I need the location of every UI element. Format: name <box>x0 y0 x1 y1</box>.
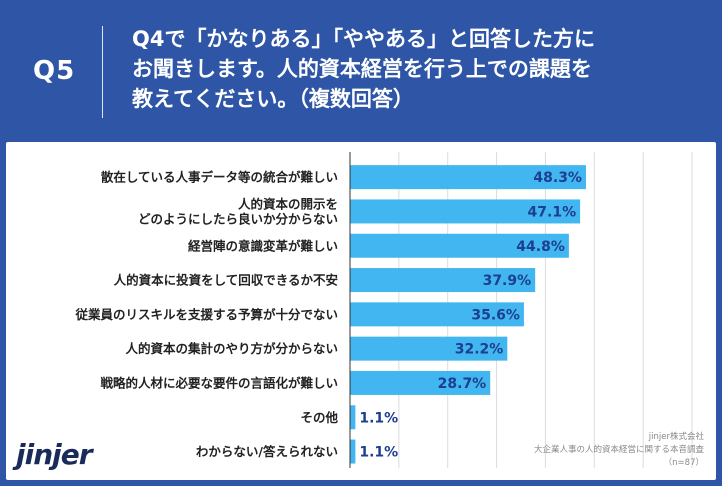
bar-4 <box>350 268 536 293</box>
bar-3 <box>350 233 569 258</box>
value-label-5: 35.6% <box>471 307 520 323</box>
value-label-9: 1.1% <box>359 445 398 461</box>
value-label-8: 1.1% <box>359 410 398 426</box>
credit-sample: （n=87） <box>663 458 704 468</box>
bar-6 <box>350 336 508 361</box>
category-label-1: 散在している人事データ等の統合が難しい <box>101 170 338 185</box>
value-label-2: 47.1% <box>528 204 577 220</box>
bar-9 <box>350 439 356 464</box>
value-label-3: 44.8% <box>516 239 565 255</box>
category-label-8: その他 <box>300 410 338 425</box>
credit-company: jinjer株式会社 <box>648 432 704 442</box>
bar-8 <box>350 405 356 430</box>
question-number: Q5 <box>33 56 76 86</box>
value-label-7: 28.7% <box>438 376 487 392</box>
category-label-9: わからない/答えられない <box>196 444 338 459</box>
category-label-2-2: どのようにしたら良いか分からない <box>138 211 338 226</box>
question-text: Q4で「かなりある」「ややある」と回答した方に お聞きします。人的資本経営を行う… <box>132 24 595 114</box>
value-label-1: 48.3% <box>533 170 582 186</box>
category-label-4: 人的資本に投資をして回収できるか不安 <box>114 273 338 288</box>
category-label-7: 戦略的人材に必要な要件の言語化が難しい <box>100 375 338 390</box>
bar-1 <box>350 165 586 190</box>
bar-5 <box>350 302 524 327</box>
bar-2 <box>350 199 581 224</box>
question-header: Q5 Q4で「かなりある」「ややある」と回答した方に お聞きします。人的資本経営… <box>0 0 722 140</box>
question-line-1: Q4で「かなりある」「ややある」と回答した方に <box>132 27 595 51</box>
value-label-6: 32.2% <box>455 342 504 358</box>
credit-survey: 大企業人事の人的資本経営に関する本音調査 <box>533 445 704 455</box>
question-line-3: 教えてください。（複数回答） <box>132 87 414 111</box>
jinjer-logo: jinjer <box>16 438 93 471</box>
credit: jinjer株式会社 大企業人事の人的資本経営に関する本音調査 （n=87） <box>534 431 704 470</box>
category-label-3: 経営陣の意識変革が難しい <box>188 238 338 253</box>
category-label-6: 人的資本の集計のやり方が分からない <box>125 341 338 356</box>
category-label-2-1: 人的資本の開示を <box>238 196 338 211</box>
question-line-2: お聞きします。人的資本経営を行う上での課題を <box>132 57 592 81</box>
header-divider <box>102 26 103 118</box>
value-label-4: 37.9% <box>483 273 532 289</box>
category-label-5: 従業員のリスキルを支援する予算が十分でない <box>74 307 338 322</box>
bar-7 <box>350 370 491 395</box>
